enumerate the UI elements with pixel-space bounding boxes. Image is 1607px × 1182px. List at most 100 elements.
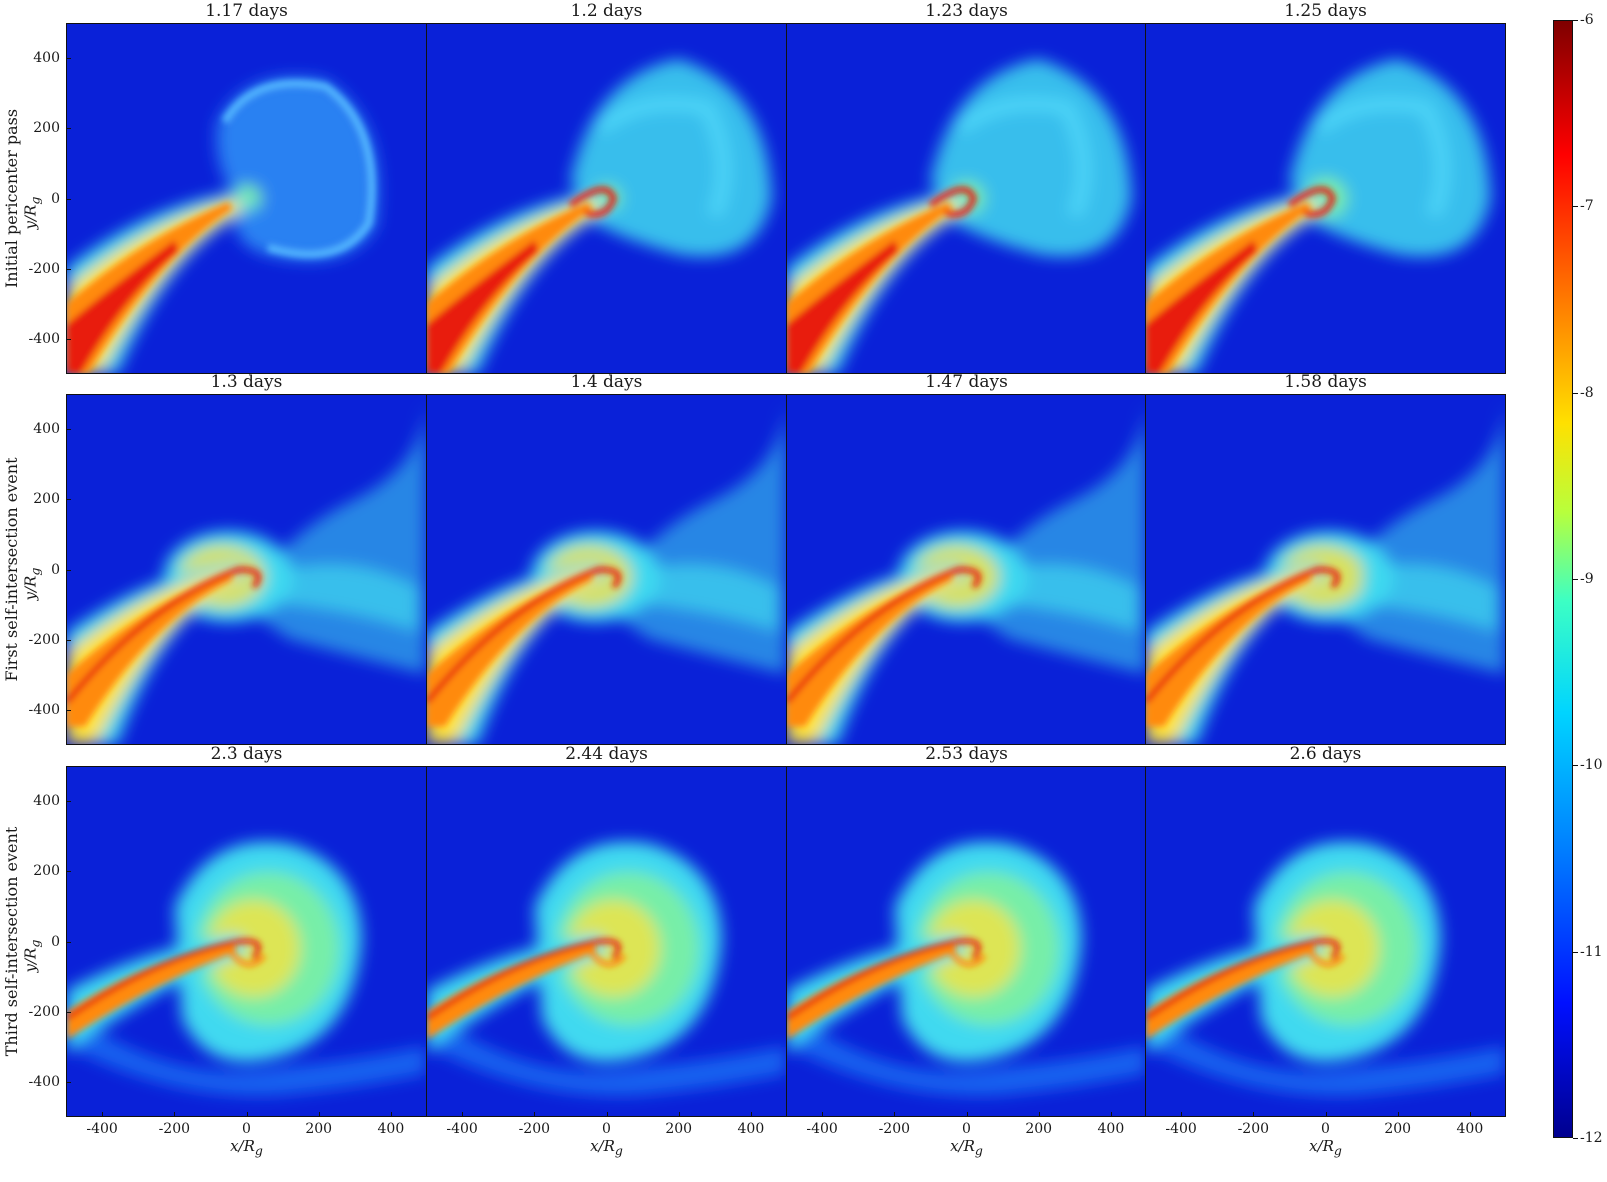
y-axis-label: y/Rg	[22, 169, 43, 229]
x-tick-mark	[1038, 1112, 1040, 1117]
y-tick-mark	[66, 1081, 71, 1083]
colorbar-tick-mark	[1573, 206, 1578, 208]
panel-title: 1.17 days	[205, 1, 288, 21]
colorbar	[1553, 20, 1573, 1138]
y-axis-label-main: y/R	[21, 575, 40, 600]
y-tick-label: 0	[51, 933, 60, 950]
x-tick-mark	[894, 1112, 896, 1117]
y-tick-label: -400	[28, 330, 60, 347]
y-tick-label: 400	[33, 421, 60, 438]
x-tick-label: -400	[86, 1121, 118, 1137]
x-tick-mark	[534, 1112, 536, 1117]
density-map	[427, 395, 786, 744]
x-tick-label: 200	[665, 1121, 693, 1137]
x-tick-mark	[1325, 1112, 1327, 1117]
x-tick-label: 400	[1456, 1121, 1484, 1137]
y-tick-label: 0	[51, 190, 60, 207]
colorbar-tick-label: -11	[1580, 943, 1603, 960]
x-axis-label-main: x/R	[590, 1137, 615, 1155]
colorbar-tick-label: -6	[1580, 12, 1594, 28]
x-tick-label: -400	[806, 1121, 838, 1137]
y-tick-mark	[66, 268, 71, 270]
x-tick-mark	[1397, 1112, 1399, 1117]
x-axis-label: x/Rg	[927, 1137, 1007, 1158]
simulation-panel	[1145, 23, 1506, 374]
x-tick-mark	[1253, 1112, 1255, 1117]
y-tick-label: -200	[28, 1003, 60, 1020]
x-axis-label: x/Rg	[207, 1137, 287, 1158]
simulation-panel	[66, 394, 427, 745]
x-tick-mark	[1469, 1112, 1471, 1117]
panel-title: 2.44 days	[565, 744, 648, 764]
y-tick-mark	[66, 941, 71, 943]
y-tick-mark	[66, 338, 71, 340]
colorbar-tick-mark	[1573, 765, 1578, 767]
x-axis-label-subscript: g	[1333, 1143, 1342, 1158]
x-tick-label: 0	[962, 1121, 971, 1137]
x-tick-label: -400	[1165, 1121, 1197, 1137]
panel-title: 1.3 days	[210, 372, 283, 392]
x-tick-mark	[174, 1112, 176, 1117]
simulation-panel	[786, 23, 1147, 374]
x-axis-label-subscript: g	[974, 1143, 983, 1158]
density-map	[1146, 767, 1505, 1116]
x-tick-mark	[1181, 1112, 1183, 1117]
y-tick-label: -200	[28, 260, 60, 277]
colorbar-tick-label: -8	[1580, 384, 1594, 401]
y-axis-label-subscript: g	[27, 196, 43, 205]
x-tick-label: 400	[1097, 1121, 1125, 1137]
y-tick-label: 400	[33, 793, 60, 810]
density-map	[67, 767, 426, 1116]
simulation-panel	[66, 766, 427, 1117]
colorbar-tick-mark	[1573, 20, 1578, 21]
simulation-panel	[1145, 394, 1506, 745]
x-tick-mark	[606, 1112, 608, 1117]
y-tick-mark	[66, 871, 71, 873]
x-tick-mark	[246, 1112, 248, 1117]
density-map	[787, 24, 1146, 373]
row-label: Third self-intersection event	[1, 826, 21, 1056]
simulation-panel	[426, 394, 787, 745]
density-map	[67, 24, 426, 373]
y-tick-mark	[66, 709, 71, 711]
row-label: Initial pericenter pass	[1, 108, 21, 288]
y-tick-label: 200	[33, 120, 60, 137]
panel-title: 1.25 days	[1284, 1, 1367, 21]
x-axis-label: x/Rg	[1286, 1137, 1366, 1158]
colorbar-tick-mark	[1573, 951, 1578, 953]
x-tick-label: 200	[1384, 1121, 1412, 1137]
y-tick-label: -400	[28, 701, 60, 718]
panel-title: 2.6 days	[1289, 744, 1362, 764]
simulation-panel	[66, 23, 427, 374]
colorbar-tick-label: -9	[1580, 571, 1594, 587]
simulation-panel	[426, 23, 787, 374]
simulation-panel	[786, 394, 1147, 745]
y-tick-mark	[66, 639, 71, 641]
panel-title: 1.58 days	[1284, 372, 1367, 392]
colorbar-tick-mark	[1573, 392, 1578, 394]
y-tick-mark	[66, 198, 71, 200]
density-map	[1146, 24, 1505, 373]
x-tick-label: 0	[1321, 1121, 1330, 1137]
colorbar-tick-mark	[1573, 579, 1578, 580]
y-tick-mark	[66, 801, 71, 803]
x-tick-label: -200	[878, 1121, 911, 1137]
simulation-panel	[426, 766, 787, 1117]
x-tick-mark	[390, 1112, 392, 1117]
density-map	[427, 767, 786, 1116]
x-tick-label: 400	[737, 1121, 765, 1137]
x-axis-label-main: x/R	[950, 1137, 975, 1155]
x-tick-label: -200	[518, 1121, 551, 1137]
panel-title: 1.47 days	[925, 372, 1008, 392]
x-tick-mark	[1110, 1112, 1112, 1117]
panel-title: 1.23 days	[925, 1, 1008, 21]
colorbar-tick-label: -12	[1580, 1130, 1603, 1146]
y-tick-label: 200	[33, 863, 60, 880]
x-tick-mark	[966, 1112, 968, 1117]
y-tick-label: 0	[51, 561, 60, 578]
panel-title: 1.4 days	[570, 372, 643, 392]
y-tick-mark	[66, 1011, 71, 1013]
y-tick-mark	[66, 58, 71, 60]
x-tick-label: -200	[158, 1121, 191, 1137]
y-tick-label: -200	[28, 631, 60, 648]
